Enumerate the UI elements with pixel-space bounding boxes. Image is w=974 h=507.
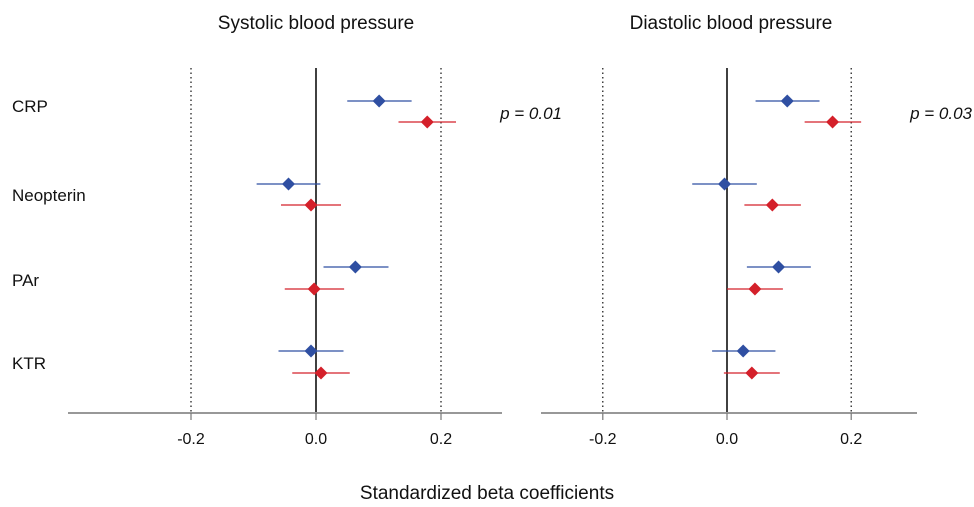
point-estimate-diamond xyxy=(748,282,762,296)
x-axis-label: Standardized beta coefficients xyxy=(360,483,614,504)
systolic-tick-label: 0.2 xyxy=(430,431,452,448)
point-estimate-diamond xyxy=(765,198,779,212)
point-estimate-diamond xyxy=(736,344,750,358)
point-estimate-diamond xyxy=(826,115,840,129)
systolic-panel: Systolic blood pressure CRP Neopterin PA… xyxy=(12,13,562,448)
diastolic-marks xyxy=(541,68,917,420)
point-estimate-diamond xyxy=(304,198,318,212)
point-estimate-diamond xyxy=(718,177,732,191)
category-label-crp: CRP xyxy=(12,97,48,116)
point-estimate-diamond xyxy=(307,282,321,296)
point-estimate-diamond xyxy=(314,366,328,380)
category-label-ktr: KTR xyxy=(12,354,46,373)
point-estimate-diamond xyxy=(282,177,295,191)
point-estimate-diamond xyxy=(772,260,786,274)
point-estimate-diamond xyxy=(304,344,318,358)
diastolic-panel-title: Diastolic blood pressure xyxy=(630,13,833,34)
systolic-p-value: p = 0.01 xyxy=(499,104,562,123)
diastolic-tick-label: 0.0 xyxy=(716,431,738,448)
point-estimate-diamond xyxy=(420,115,434,129)
point-estimate-diamond xyxy=(780,94,794,108)
systolic-marks xyxy=(68,68,502,420)
diastolic-panel: Diastolic blood pressure p = 0.03 -0.2 0… xyxy=(541,13,973,448)
systolic-panel-title: Systolic blood pressure xyxy=(218,13,414,34)
point-estimate-diamond xyxy=(348,260,362,274)
category-label-par: PAr xyxy=(12,271,39,290)
systolic-tick-label: -0.2 xyxy=(177,431,205,448)
point-estimate-diamond xyxy=(372,94,386,108)
systolic-tick-label: 0.0 xyxy=(305,431,327,448)
diastolic-tick-label: -0.2 xyxy=(589,431,617,448)
category-label-neopterin: Neopterin xyxy=(12,186,86,205)
diastolic-p-value: p = 0.03 xyxy=(909,104,972,123)
point-estimate-diamond xyxy=(745,366,759,380)
diastolic-tick-label: 0.2 xyxy=(840,431,862,448)
